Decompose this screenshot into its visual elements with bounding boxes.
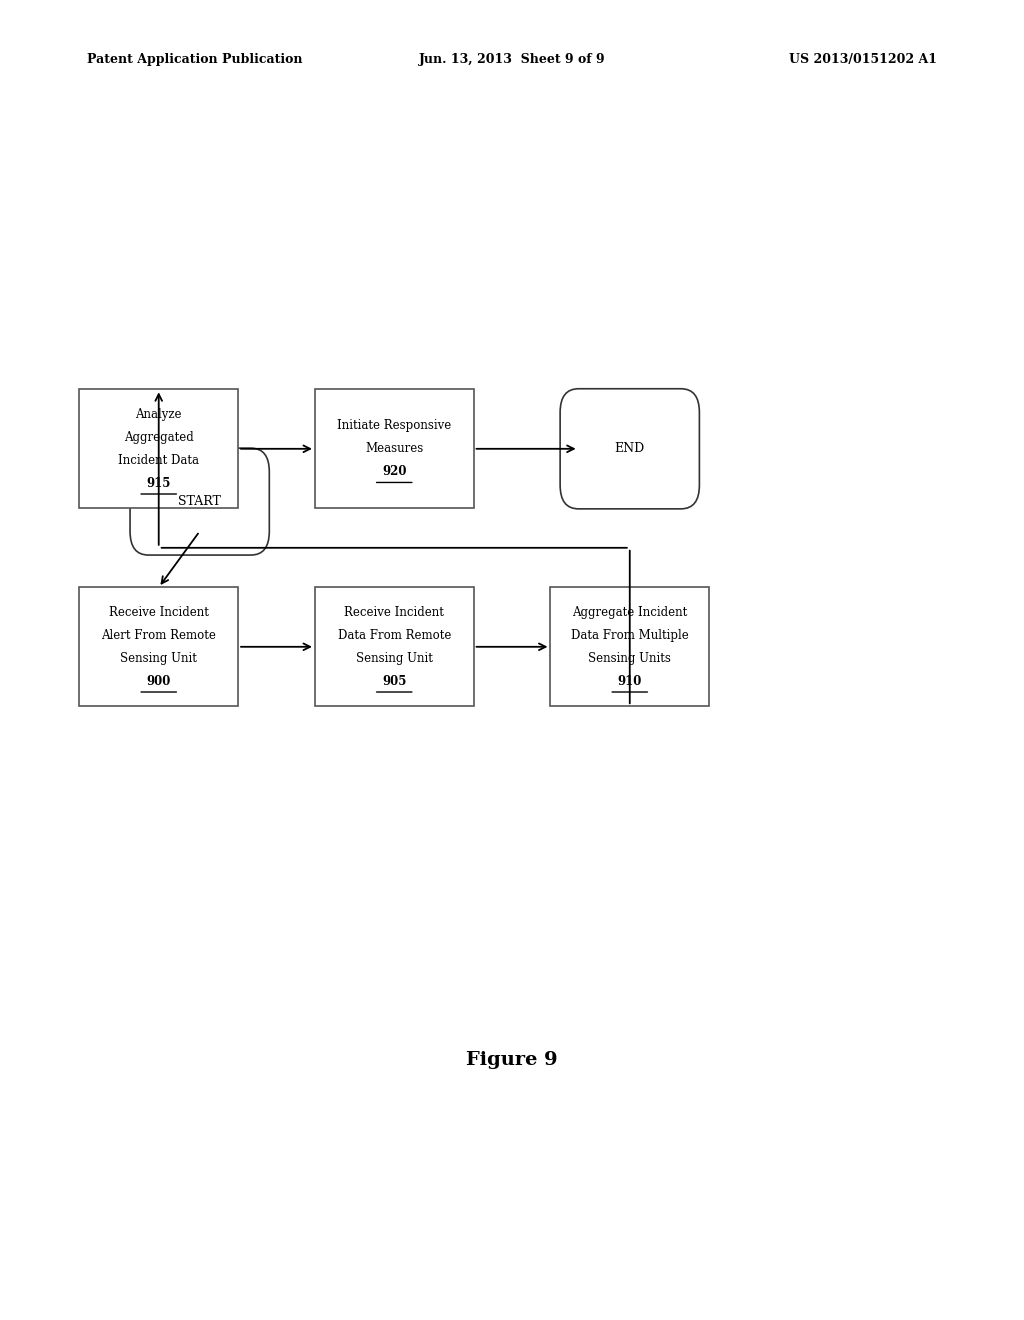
Text: Measures: Measures <box>366 442 423 455</box>
Text: START: START <box>178 495 221 508</box>
Bar <box>315 389 473 508</box>
Text: Sensing Unit: Sensing Unit <box>120 652 198 665</box>
Text: Alert From Remote: Alert From Remote <box>101 628 216 642</box>
Text: 910: 910 <box>617 675 642 688</box>
Text: Aggregate Incident: Aggregate Incident <box>572 606 687 619</box>
Text: 900: 900 <box>146 675 171 688</box>
FancyBboxPatch shape <box>130 449 269 554</box>
Text: END: END <box>614 442 645 455</box>
Text: Jun. 13, 2013  Sheet 9 of 9: Jun. 13, 2013 Sheet 9 of 9 <box>419 53 605 66</box>
Bar <box>80 587 238 706</box>
Text: 920: 920 <box>382 466 407 478</box>
Text: Analyze: Analyze <box>135 408 182 421</box>
Text: Figure 9: Figure 9 <box>466 1051 558 1069</box>
Text: Receive Incident: Receive Incident <box>344 606 444 619</box>
Bar <box>80 389 238 508</box>
Text: 905: 905 <box>382 675 407 688</box>
Text: Aggregated: Aggregated <box>124 430 194 444</box>
Text: Data From Remote: Data From Remote <box>338 628 451 642</box>
Text: 915: 915 <box>146 477 171 490</box>
Text: US 2013/0151202 A1: US 2013/0151202 A1 <box>788 53 937 66</box>
Text: Sensing Unit: Sensing Unit <box>355 652 433 665</box>
Text: Receive Incident: Receive Incident <box>109 606 209 619</box>
Text: Sensing Units: Sensing Units <box>589 652 671 665</box>
Text: Initiate Responsive: Initiate Responsive <box>337 420 452 432</box>
Bar <box>551 587 709 706</box>
FancyBboxPatch shape <box>560 388 699 508</box>
Text: Data From Multiple: Data From Multiple <box>571 628 688 642</box>
Text: Patent Application Publication: Patent Application Publication <box>87 53 302 66</box>
Text: Incident Data: Incident Data <box>118 454 200 467</box>
Bar <box>315 587 473 706</box>
